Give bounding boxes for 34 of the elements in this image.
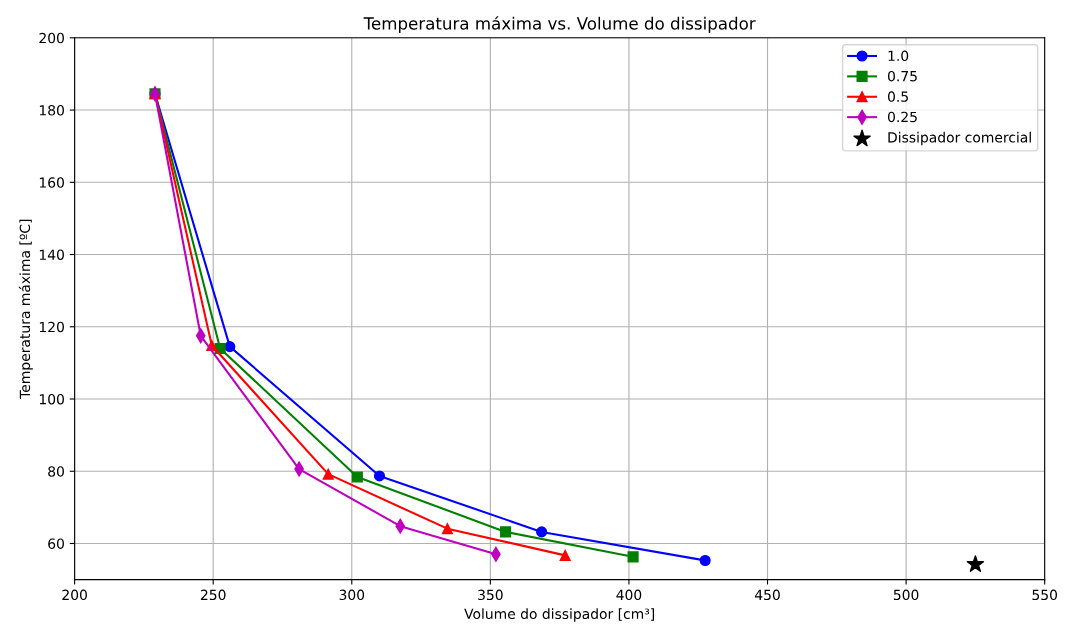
point <box>536 526 548 538</box>
y-tick-label: 100 <box>39 393 64 405</box>
legend-label: 0.5 <box>887 91 908 102</box>
y-tick-label: 140 <box>39 249 64 260</box>
x-tick-label: 250 <box>200 589 226 601</box>
y-tick-label: 200 <box>39 32 64 44</box>
x-tick-label: 400 <box>616 589 642 601</box>
y-tick-label: 180 <box>39 105 64 116</box>
point <box>322 468 334 480</box>
point <box>373 470 386 482</box>
point <box>500 526 512 538</box>
x-tick-label: 300 <box>339 589 365 601</box>
legend-label: Dissipador comercial <box>888 131 1031 146</box>
legend-label: 0.75 <box>887 70 917 82</box>
x-tick-label: 550 <box>1032 589 1058 601</box>
y-tick-label: 60 <box>48 538 64 549</box>
x-tick-label: 200 <box>62 589 87 601</box>
x-tick-label: 450 <box>754 589 780 601</box>
x-axis-title: Volume do dissipador [cm³] <box>464 608 655 622</box>
point <box>627 551 639 563</box>
point <box>559 549 571 561</box>
point <box>441 523 453 535</box>
point <box>699 554 711 567</box>
point <box>351 471 363 483</box>
x-tick-label: 500 <box>893 589 919 601</box>
legend-label: 1.0 <box>888 50 909 62</box>
y-axis-title: Temperatura máxima [ºC] <box>18 219 33 399</box>
y-tick-label: 160 <box>39 177 64 188</box>
point <box>966 555 985 573</box>
y-tick-label: 80 <box>48 466 64 477</box>
x-tick-label: 350 <box>478 589 503 601</box>
legend-label: 0.25 <box>887 111 917 123</box>
chart-title: Temperatura máxima vs. Volume do dissipador <box>363 16 756 33</box>
y-tick-label: 120 <box>39 321 64 333</box>
